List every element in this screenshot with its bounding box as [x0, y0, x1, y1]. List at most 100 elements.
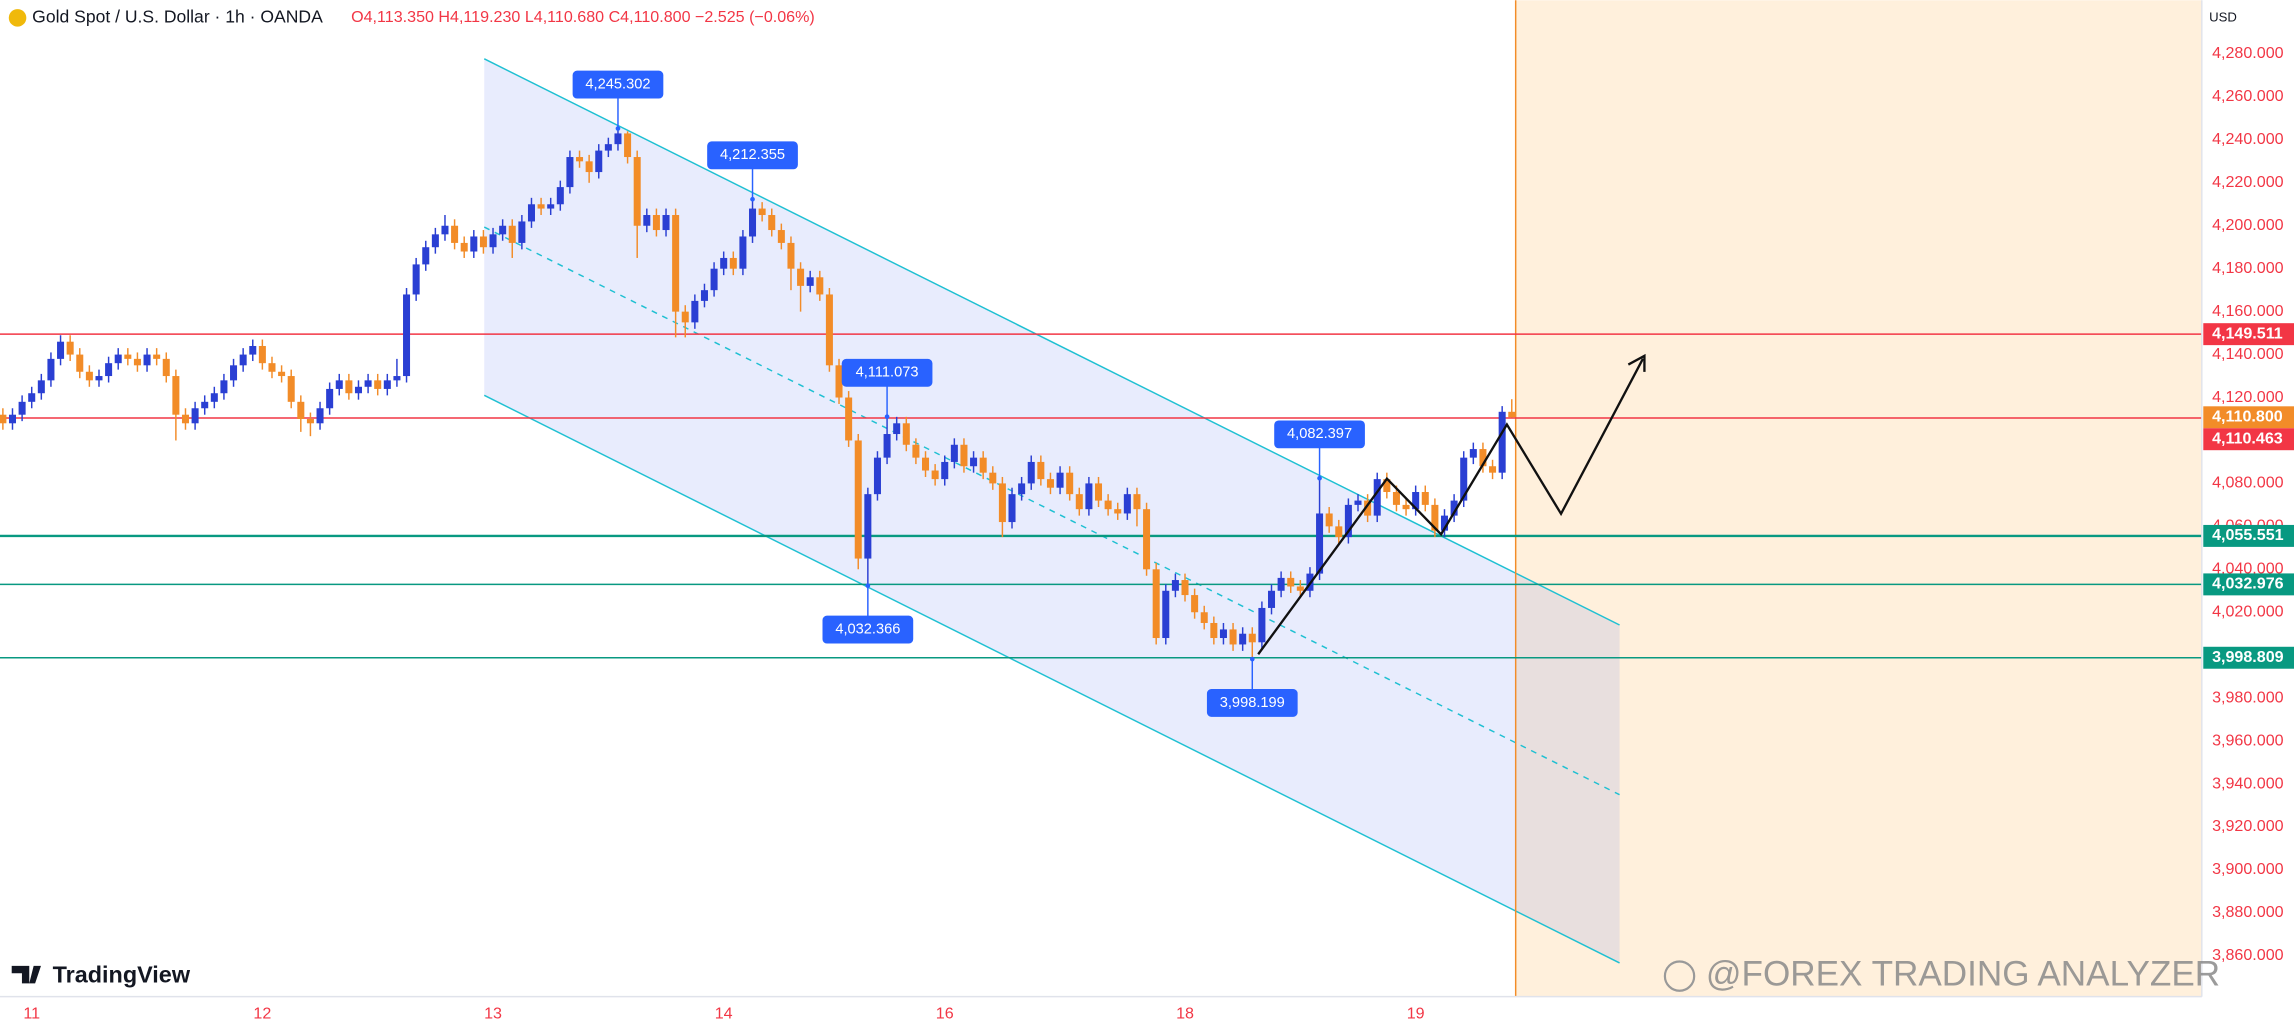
y-tick-label: 4,140.000 — [2212, 345, 2284, 363]
candle-body — [1469, 449, 1477, 458]
candle-body — [835, 365, 843, 398]
price-badge-label: 3,998.809 — [2212, 648, 2284, 666]
channel-lower — [483, 394, 1620, 964]
candle-body — [1479, 449, 1487, 467]
candle-body — [1027, 461, 1035, 484]
annotation-label: 4,245.302 — [585, 76, 650, 92]
candle-body — [220, 380, 228, 394]
candle-body — [787, 242, 795, 269]
annotation-point — [865, 583, 871, 589]
watermark-icon — [1663, 960, 1696, 992]
candle-body — [1066, 472, 1074, 495]
candle-body — [681, 311, 689, 323]
annotation-point — [884, 414, 890, 420]
candle-body — [1095, 483, 1103, 501]
candle-body — [1412, 492, 1420, 510]
candle-body — [47, 358, 55, 381]
annotation-box — [1206, 689, 1298, 717]
annotation-box — [841, 358, 933, 387]
candle-body — [1277, 577, 1285, 591]
candle-body — [739, 236, 747, 269]
annotation-label: 4,032.366 — [835, 621, 900, 637]
candle-body — [76, 354, 84, 372]
candle-body — [1239, 633, 1247, 645]
candle-body — [1181, 580, 1189, 596]
candle-body — [1075, 494, 1083, 510]
candle-body — [393, 376, 401, 381]
price-badge — [2203, 323, 2294, 346]
candle-body — [201, 401, 209, 409]
candle-body — [518, 221, 526, 243]
candle-body — [797, 268, 805, 286]
x-tick-label: 13 — [484, 1004, 502, 1022]
candle-body — [989, 472, 997, 484]
candle-body — [1267, 590, 1276, 608]
candle-body — [662, 215, 670, 231]
price-badge — [2203, 646, 2294, 669]
candle-body — [172, 376, 180, 415]
y-tick-label: 3,860.000 — [2212, 946, 2284, 964]
candle-body — [700, 290, 708, 301]
candle-body — [508, 225, 516, 243]
candle-body — [1162, 590, 1170, 639]
candle-body — [652, 215, 660, 231]
y-tick-label: 3,940.000 — [2212, 774, 2284, 792]
candle-body — [364, 380, 372, 387]
price-badge-label: 4,032.976 — [2212, 575, 2284, 593]
y-tick-label: 4,180.000 — [2212, 259, 2284, 277]
ohlc-values: O4,113.350 H4,119.230 L4,110.680 C4,110.… — [351, 8, 815, 26]
candle-body — [8, 414, 17, 424]
annotation-point — [750, 196, 755, 202]
candle-body — [527, 204, 535, 222]
price-badge-label: 4,110.463 — [2212, 429, 2283, 447]
candle-body — [643, 215, 651, 226]
candle-body — [1392, 492, 1400, 505]
annotation-box — [572, 70, 664, 99]
candle-body — [143, 354, 151, 366]
candle-body — [210, 393, 218, 402]
annotation-box — [1274, 420, 1365, 449]
projection-arrow — [1627, 353, 1646, 372]
candle-body — [1421, 492, 1429, 505]
candle-body — [1104, 500, 1112, 510]
candle-body — [1171, 580, 1179, 591]
candle-body — [1085, 483, 1093, 510]
candle-body — [816, 277, 824, 295]
candle-body — [278, 371, 286, 377]
candle-body — [403, 294, 411, 377]
candle-body — [1431, 504, 1439, 531]
candle-body — [537, 204, 545, 209]
annotation-point — [615, 126, 621, 131]
candle-body — [124, 354, 132, 359]
candle-body — [105, 363, 113, 377]
candle-body — [354, 386, 362, 394]
candle-body — [230, 365, 238, 381]
price-badge-label: 4,149.511 — [2212, 324, 2283, 342]
candle-body — [691, 300, 699, 323]
candle-body — [412, 264, 420, 295]
y-tick-label: 3,960.000 — [2212, 731, 2284, 749]
candle-body — [806, 277, 814, 286]
candle-body — [720, 257, 728, 269]
brand: TradingView — [53, 961, 191, 987]
projection-path — [1257, 358, 1644, 655]
candle-body — [845, 397, 853, 441]
candle-body — [1143, 509, 1151, 570]
candle-body — [1450, 500, 1458, 516]
y-tick-label: 4,280.000 — [2212, 44, 2284, 62]
candles — [0, 128, 1516, 660]
candle-body — [181, 414, 189, 424]
candle-body — [489, 234, 497, 248]
candle-body — [0, 414, 7, 424]
candle-body — [1364, 500, 1372, 516]
candle-body — [1037, 461, 1045, 480]
candle-body — [854, 440, 862, 559]
candle-body — [556, 187, 564, 205]
candle-body — [777, 230, 785, 243]
future-zone — [1515, 0, 2202, 997]
candle-body — [595, 150, 603, 173]
y-tick-label: 4,120.000 — [2212, 388, 2284, 406]
currency: USD — [2209, 9, 2237, 24]
candle-body — [383, 380, 391, 389]
